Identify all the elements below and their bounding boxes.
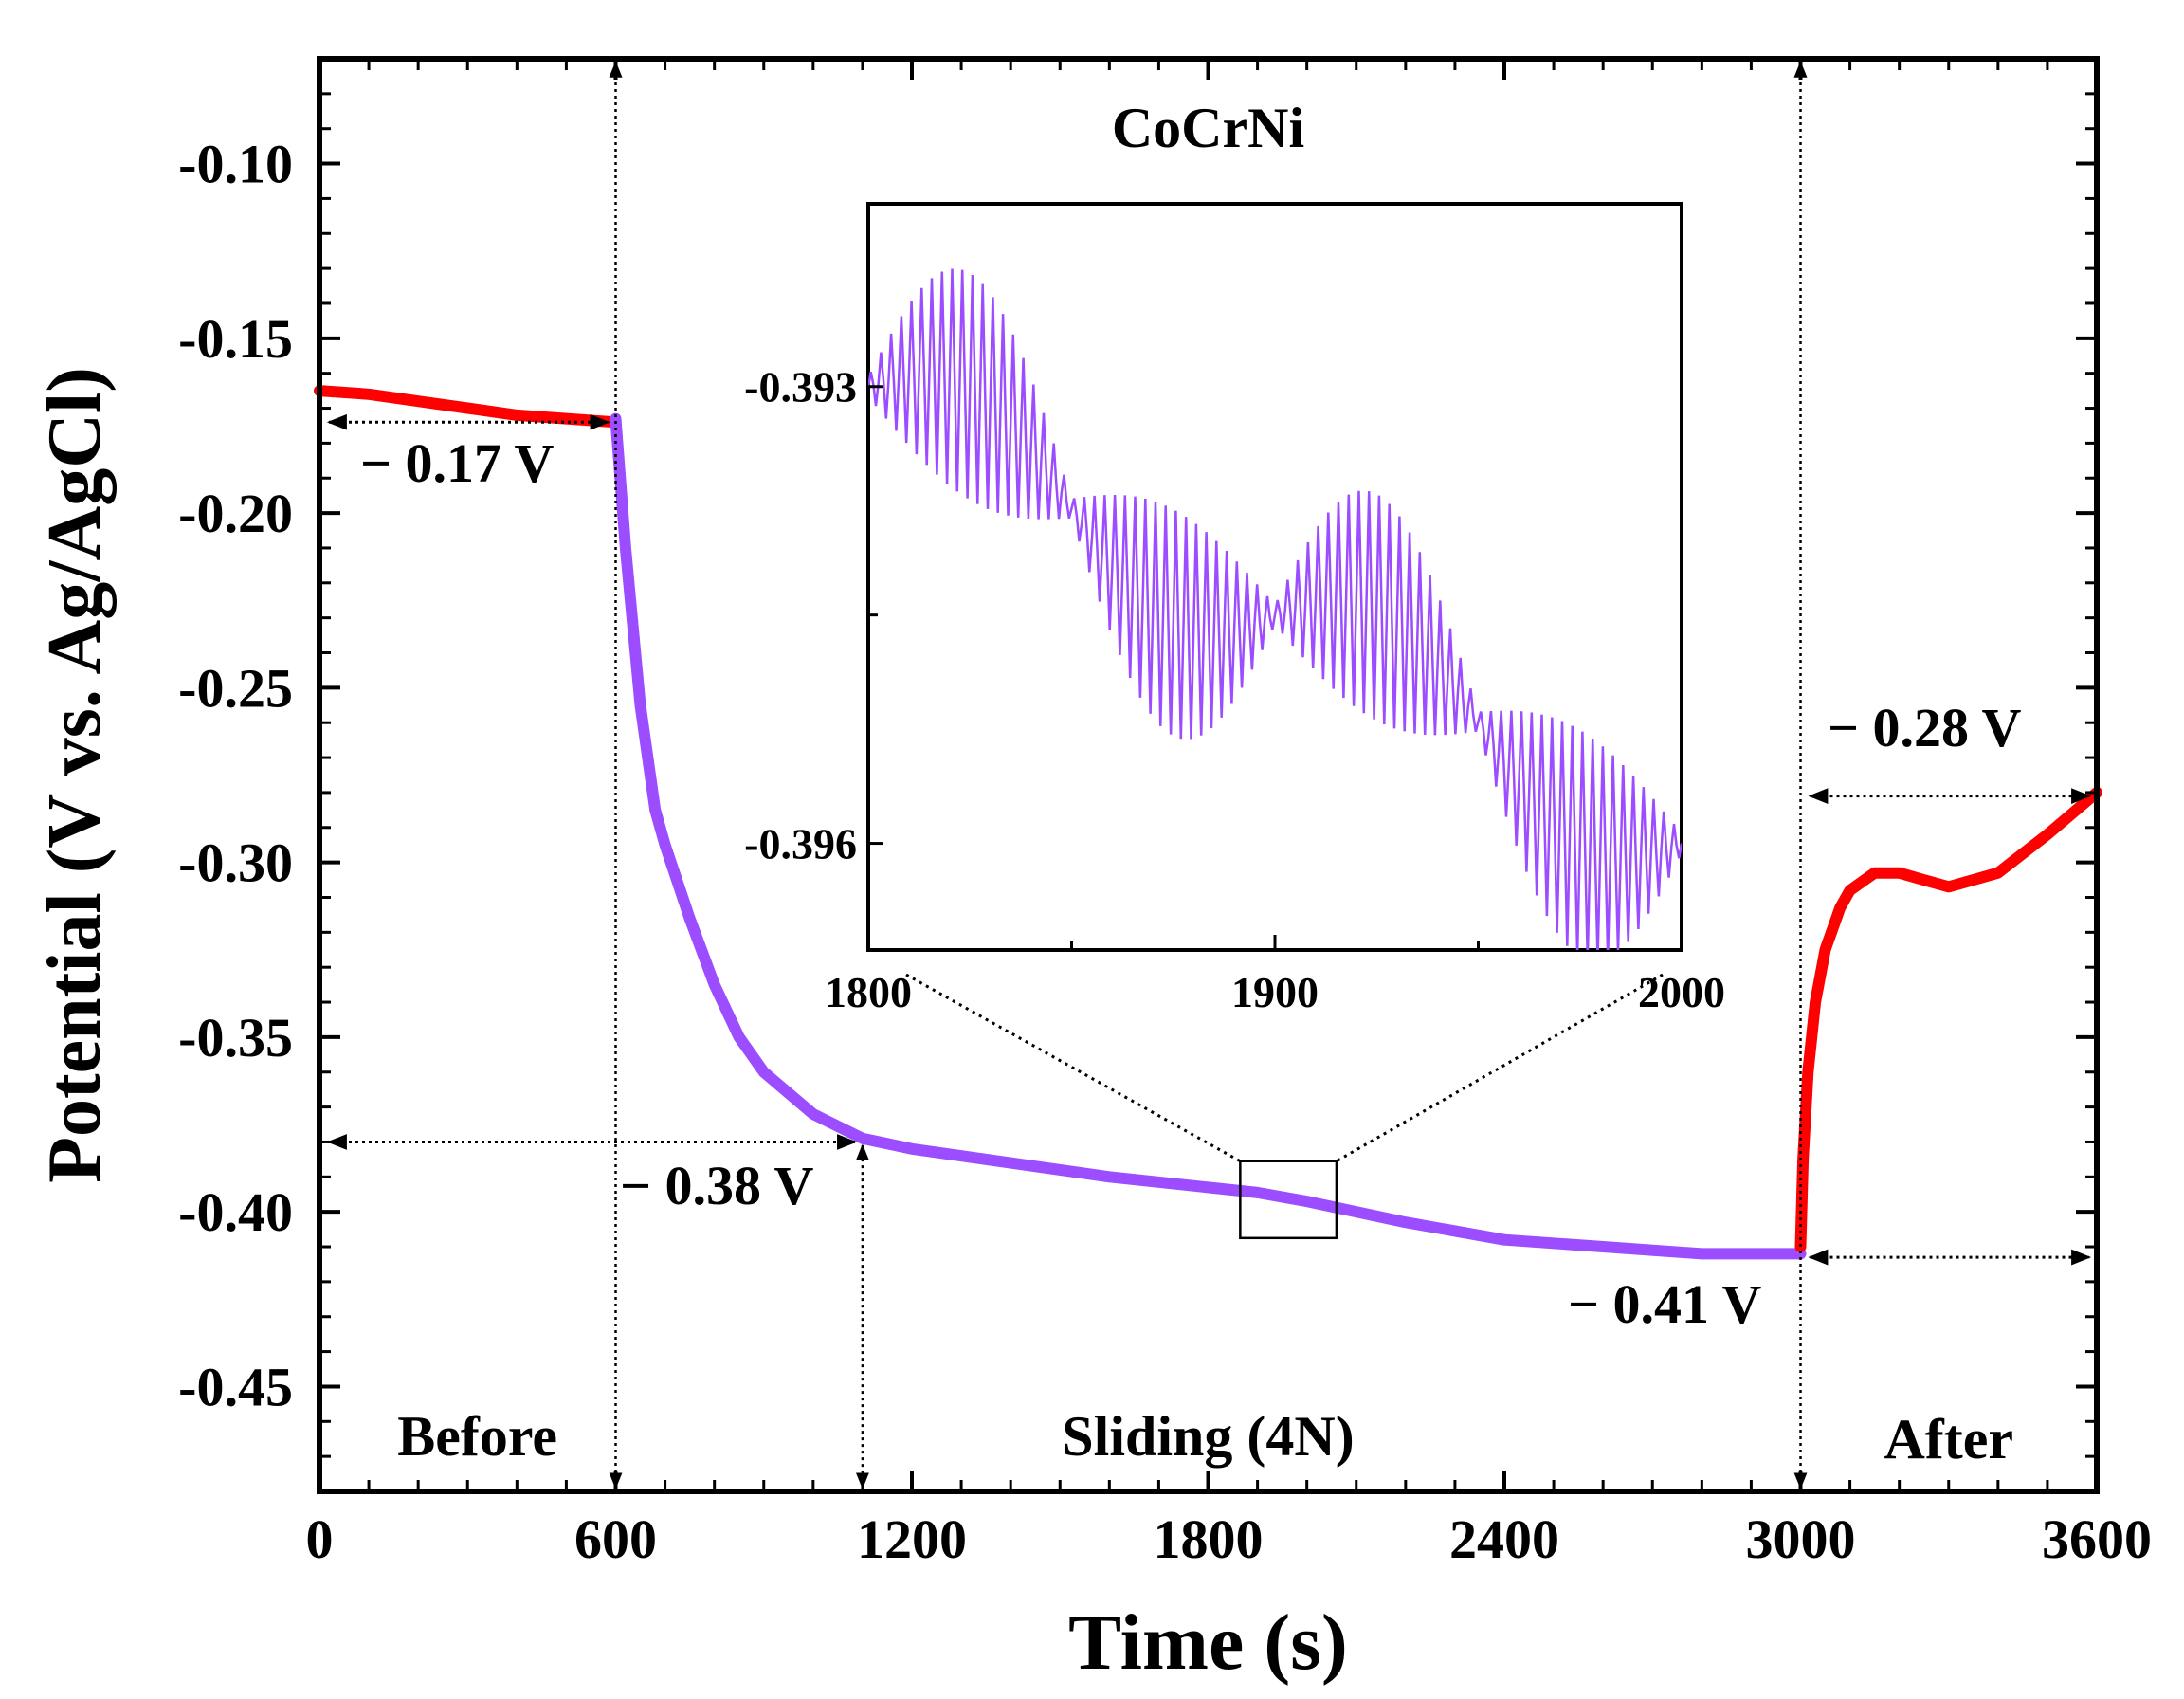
y-tick-label-5: -0.35: [178, 1007, 293, 1069]
x-axis-title: Time (s): [1068, 1599, 1348, 1687]
inset-group: 1800 1900 2000 -0.393 -0.396: [744, 202, 1725, 1016]
series-line-after: [1794, 786, 2102, 1252]
axes-group: [317, 56, 2100, 1494]
zoom-connector-right: [1336, 973, 1664, 1163]
x-tick-label-1200: 1200: [857, 1508, 967, 1570]
x-tick-label-3000: 3000: [1746, 1508, 1856, 1570]
x-tick-label-3600: 3600: [2042, 1508, 2152, 1570]
series-line-before: [314, 385, 622, 429]
series-line-sliding-4n: [610, 412, 1807, 1260]
inset-x-tick-label-1900: 1900: [1231, 968, 1319, 1016]
region-label-after: After: [1884, 1408, 2013, 1471]
annotation-label-4: − 0.28 V: [1828, 697, 2022, 758]
chart-title: CoCrNi: [1112, 97, 1304, 159]
y-tick-label-0: -0.10: [178, 134, 293, 195]
x-tick-label-0: 0: [306, 1508, 334, 1570]
y-tick-label-2: -0.20: [178, 483, 293, 544]
x-tick-label-600: 600: [574, 1508, 657, 1570]
y-tick-label-1: -0.15: [178, 308, 293, 370]
inset-series-line: [868, 268, 1682, 950]
x-tick-label-1800: 1800: [1154, 1508, 1264, 1570]
region-label-before: Before: [397, 1405, 557, 1468]
text-group: − 0.17 V − 0.38 V − 0.41 V − 0.28 V 0 600 1200…: [33, 97, 2152, 1687]
region-label-sliding-4n: Sliding (4N): [1062, 1405, 1354, 1468]
y-tick-label-7: -0.45: [178, 1356, 293, 1417]
inset-x-tick-label-2000: 2000: [1638, 968, 1725, 1016]
inset-x-tick-label-1800: 1800: [825, 968, 912, 1016]
inset-y-tick-label-0: -0.393: [744, 363, 857, 411]
inset-y-tick-label-1: -0.396: [744, 820, 857, 868]
y-tick-label-6: -0.40: [178, 1181, 293, 1243]
annotation-label-1: − 0.17 V: [360, 432, 555, 494]
x-tick-label-2400: 2400: [1449, 1508, 1559, 1570]
annotation-label-2: − 0.38 V: [620, 1155, 814, 1216]
zoom-connector-left: [905, 973, 1242, 1163]
zoom-box: [1239, 1160, 1338, 1240]
annotation-label-3: − 0.41 V: [1568, 1273, 1762, 1335]
y-tick-label-3: -0.25: [178, 657, 293, 719]
y-axis-title: Potential (V vs. Ag/AgCl): [33, 367, 117, 1183]
y-tick-label-4: -0.30: [178, 832, 293, 894]
guide-group: [326, 61, 2092, 1489]
